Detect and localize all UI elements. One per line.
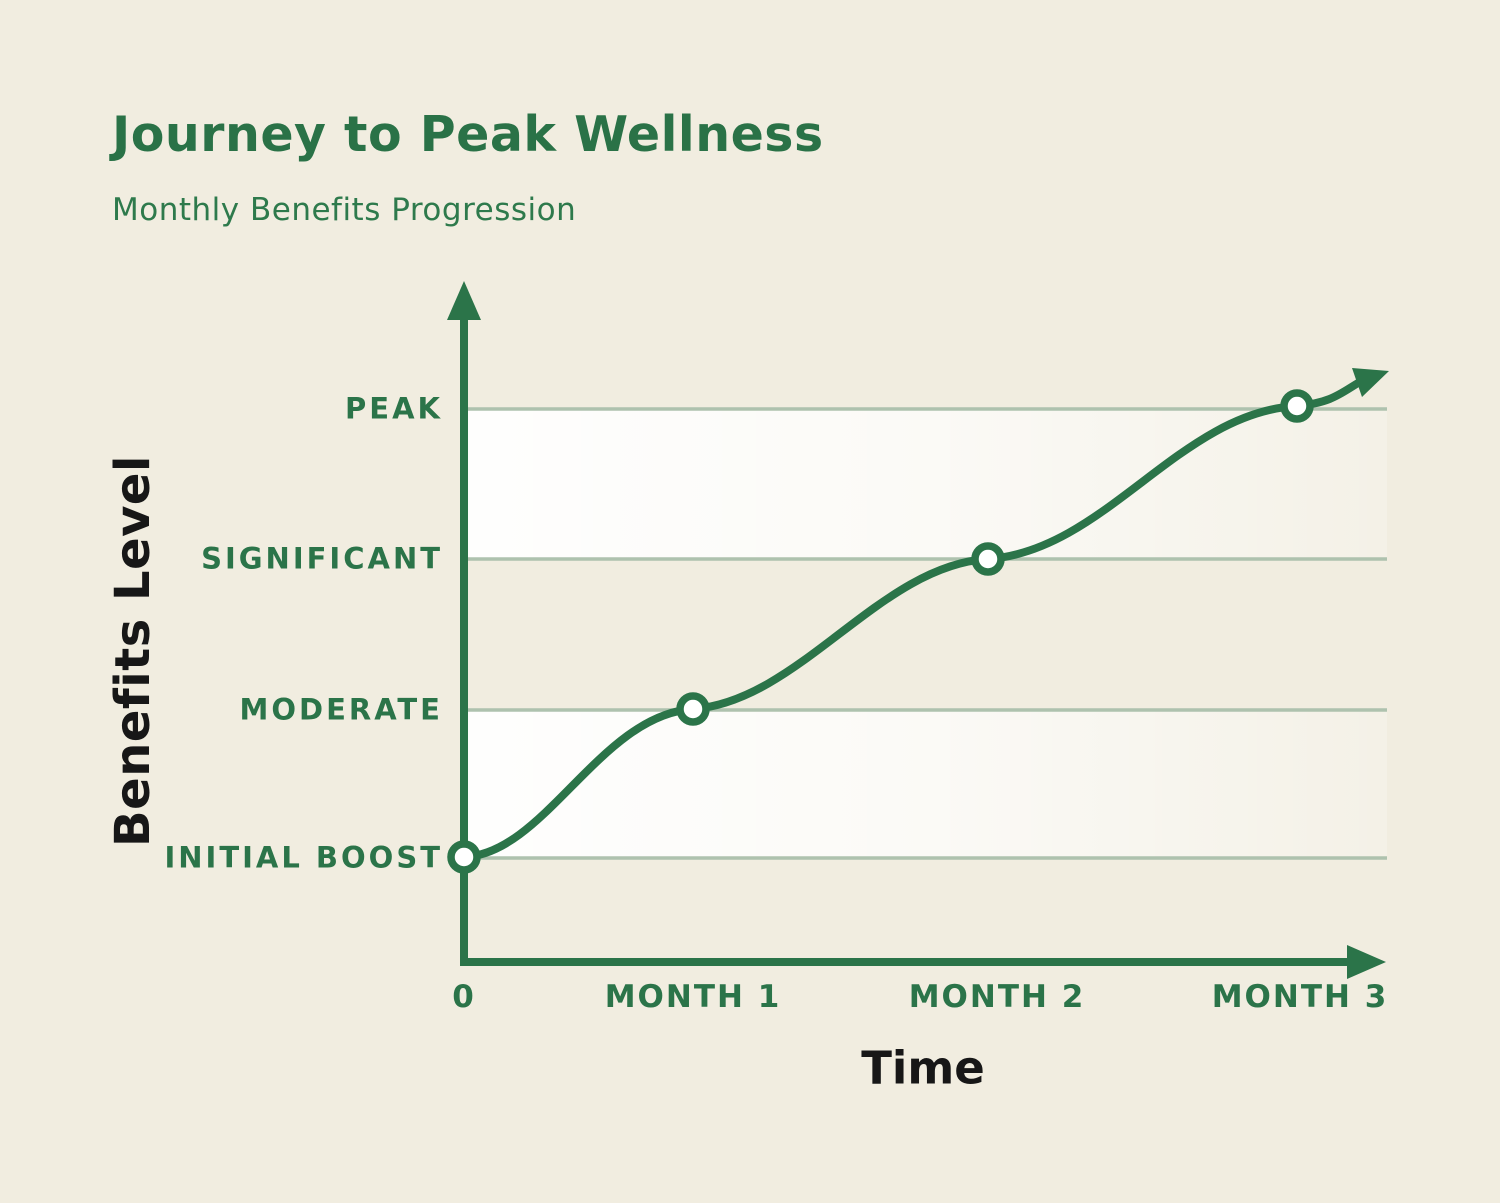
axes — [447, 281, 1386, 979]
data-points — [447, 389, 1314, 874]
y-tick-significant: SIGNIFICANT — [201, 541, 443, 576]
gridlines — [466, 407, 1387, 860]
y-tick-peak: PEAK — [345, 391, 443, 426]
band-moderate-initial — [467, 711, 1387, 857]
x-axis-arrowhead-icon — [1347, 945, 1386, 979]
x-axis-title: Time — [861, 1041, 985, 1095]
data-point-month-3-peak — [1280, 389, 1314, 423]
curve-arrowhead-icon — [1352, 368, 1389, 397]
y-tick-moderate: MODERATE — [239, 692, 443, 727]
data-point-month-0-initial-boost — [447, 840, 481, 874]
axis-lines — [460, 314, 1352, 966]
data-point-month-2-significant — [971, 542, 1005, 576]
x-tick-month-3: MONTH 3 — [1211, 979, 1389, 1015]
x-tick-month-2: MONTH 2 — [908, 979, 1086, 1015]
y-tick-initial-boost: INITIAL BOOST — [164, 840, 443, 875]
page-subtitle: Monthly Benefits Progression — [112, 192, 577, 228]
y-axis-title: Benefits Level — [105, 455, 161, 847]
x-tick-0: 0 — [452, 979, 476, 1015]
data-point-month-1-moderate — [676, 692, 710, 726]
y-axis-arrowhead-icon — [447, 281, 481, 320]
x-tick-month-1: MONTH 1 — [604, 979, 782, 1015]
band-peak-significant — [467, 410, 1387, 558]
page-title: Journey to Peak Wellness — [112, 106, 824, 163]
